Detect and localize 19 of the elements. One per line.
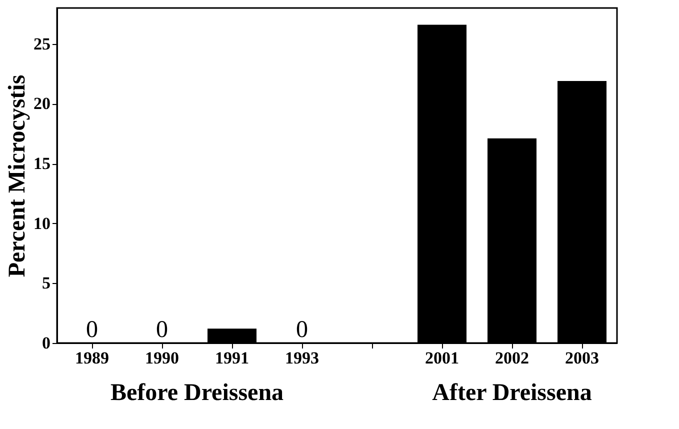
x-tick-label: 1990 [145,348,179,368]
y-tick-label: 15 [34,154,50,174]
x-tick-label: 2003 [565,348,599,368]
y-tick-label: 10 [34,214,50,233]
y-tick-label: 5 [42,274,50,293]
y-tick-label: 0 [42,334,50,352]
data-label: 0 [156,317,168,343]
data-label: 0 [296,317,308,343]
y-axis-title: Percent Microcystis [4,74,30,278]
data-label: 0 [86,317,98,343]
y-tick-label: 25 [34,34,50,54]
text: Before Dreissena [110,380,284,406]
text: After Dreissena [432,380,592,406]
y-tick-label: 20 [34,94,50,114]
x-tick-label: 2001 [425,348,459,368]
x-tick-label: 1989 [75,348,109,368]
x-tick-label: 1991 [215,348,249,368]
x-tick-label: 2002 [495,348,529,368]
x-tick-label: 1993 [285,348,319,368]
